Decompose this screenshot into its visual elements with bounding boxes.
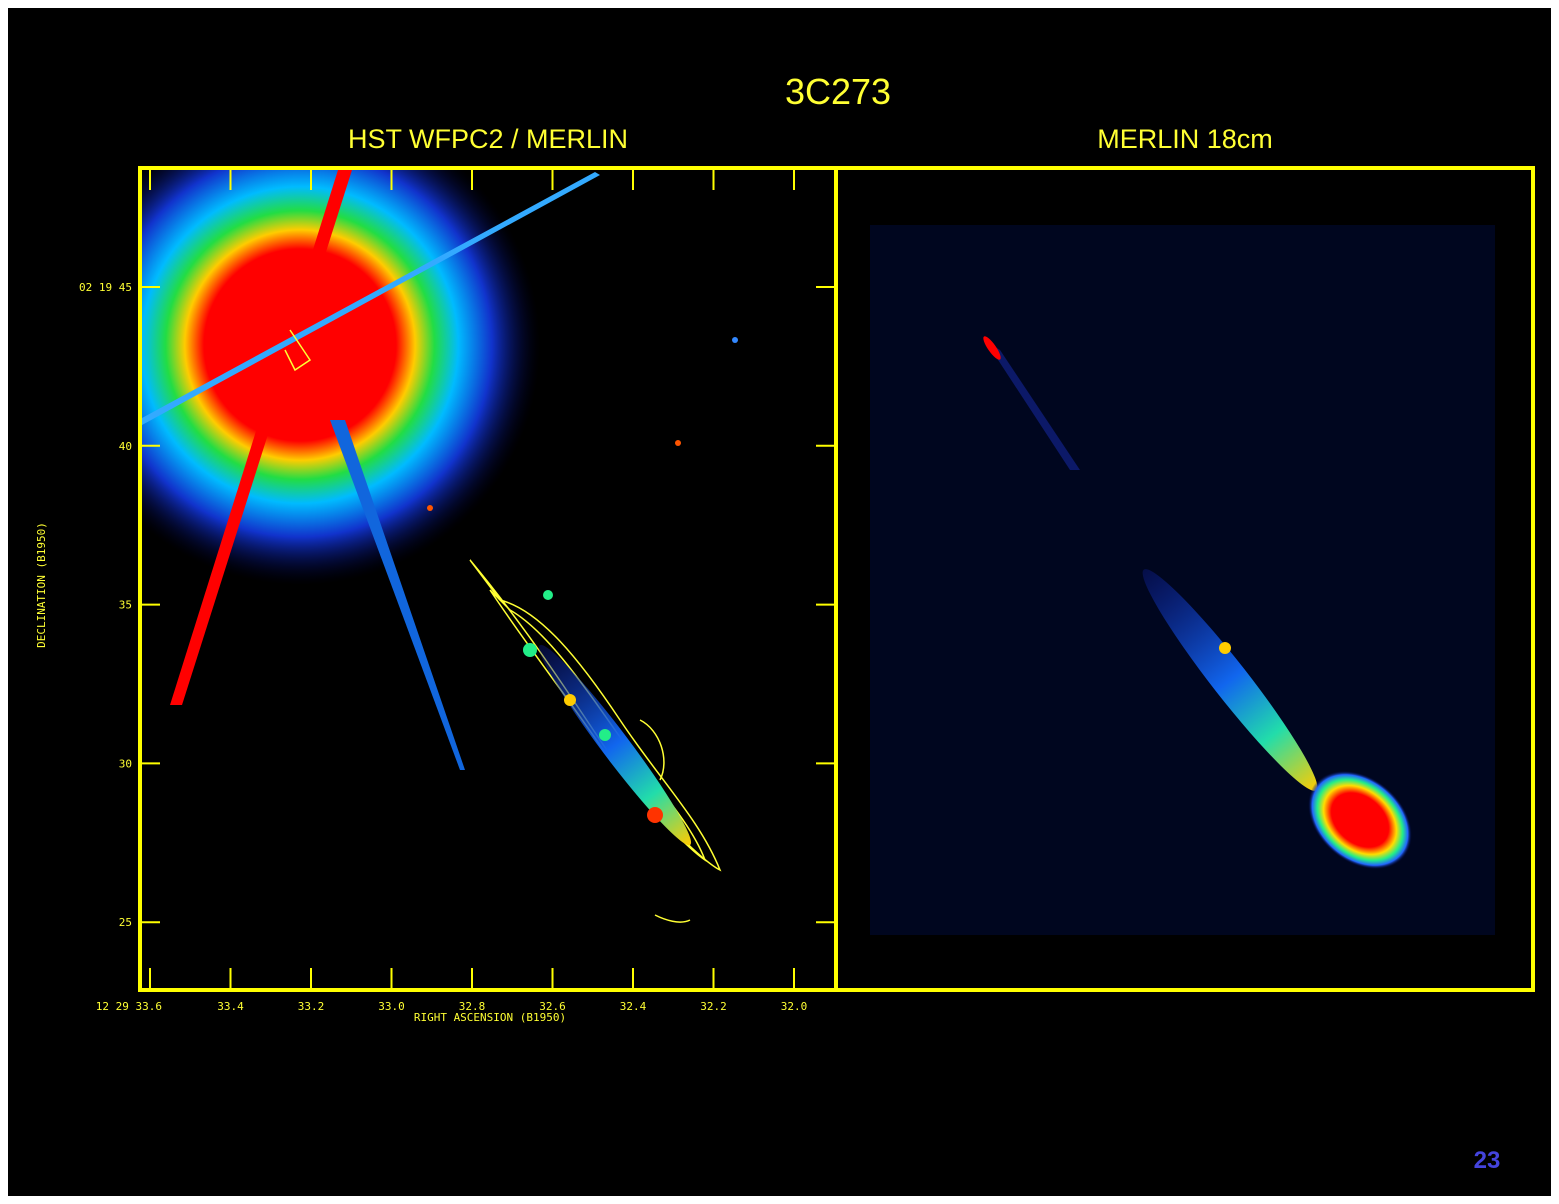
slide-title: 3C273 [785,71,891,112]
y-axis-label: DECLINATION (B1950) [35,522,48,648]
x-tick-label: 12 29 33.6 [96,1000,162,1013]
panel-title: MERLIN 18cm [1097,124,1273,154]
x-tick-label: 33.0 [378,1000,405,1013]
y-tick-label: 40 [119,440,132,453]
x-tick-label: 32.4 [620,1000,647,1013]
x-tick-label: 33.2 [298,1000,325,1013]
y-tick-label: 25 [119,916,132,929]
page-number: 23 [1474,1147,1501,1174]
x-tick-label: 32.0 [781,1000,808,1013]
x-tick-label: 32.2 [700,1000,727,1013]
slide: 3C273 HST WFPC2 / MERLIN MERLIN 18cm 12 … [0,0,1559,1204]
y-tick-label: 35 [119,599,132,612]
x-tick-label: 33.4 [217,1000,244,1013]
y-tick-label: 30 [119,757,132,770]
y-tick-label: 02 19 45 [79,281,132,294]
panel-title: HST WFPC2 / MERLIN [348,124,628,154]
x-axis-label: RIGHT ASCENSION (B1950) [414,1011,566,1024]
merlin-image [870,225,1495,935]
